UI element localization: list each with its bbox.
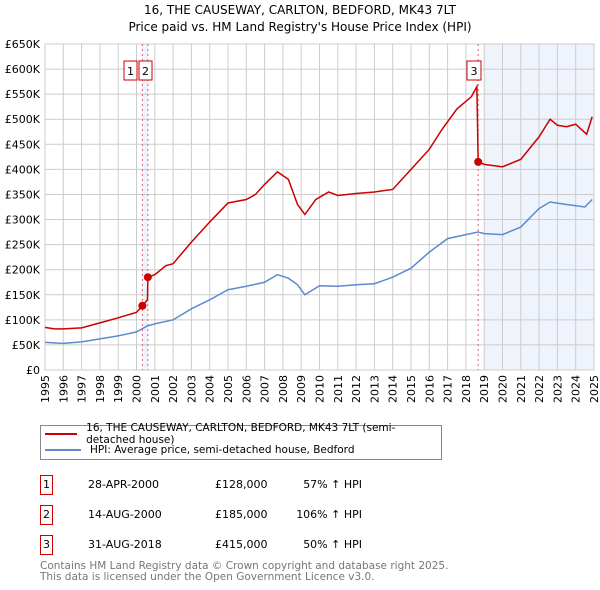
y-tick-label: £500K <box>5 113 41 126</box>
chart-title: 16, THE CAUSEWAY, CARLTON, BEDFORD, MK43… <box>144 3 457 17</box>
sale-point <box>138 301 147 310</box>
x-tick-label: 2011 <box>332 375 345 403</box>
sale-label-box <box>466 60 482 81</box>
x-tick-label: 2005 <box>222 375 235 403</box>
footer-line: This data is licensed under the Open Gov… <box>40 571 375 583</box>
y-tick-label: £0 <box>26 364 40 377</box>
legend-label: 16, THE CAUSEWAY, CARLTON, BEDFORD, MK43… <box>86 422 396 446</box>
sale-row: 3 31-AUG-2018 £415,000 50% ↑ HPI <box>40 535 440 555</box>
sale-price: £415,000 <box>215 538 268 551</box>
sale-date: 31-AUG-2018 <box>88 538 162 551</box>
sale-row: 2 14-AUG-2000 £185,000 106% ↑ HPI <box>40 505 440 525</box>
sale-number: 3 <box>40 535 53 555</box>
x-tick-label: 2013 <box>368 375 381 403</box>
y-tick-label: £50K <box>12 339 41 352</box>
sale-label: 1 <box>127 65 134 78</box>
x-tick-label: 1997 <box>76 375 89 403</box>
sale-label-box <box>123 60 138 81</box>
x-tick-label: 2009 <box>295 375 308 403</box>
x-tick-label: 2008 <box>277 375 290 403</box>
x-tick-label: 2015 <box>405 375 418 403</box>
x-tick-label: 1995 <box>39 375 52 403</box>
legend-item-property: 16, THE CAUSEWAY, CARLTON, BEDFORD, MK43… <box>41 422 441 446</box>
blue-line-swatch <box>45 449 81 451</box>
y-tick-label: £400K <box>5 163 41 176</box>
y-tick-label: £550K <box>5 88 41 101</box>
sale-hpi-change: 57% ↑ HPI <box>303 478 362 491</box>
x-tick-label: 2016 <box>423 375 436 403</box>
y-tick-label: £650K <box>5 38 41 51</box>
y-tick-label: £450K <box>5 138 41 151</box>
x-tick-label: 2017 <box>442 375 455 403</box>
hpi-line <box>44 198 593 345</box>
sale-point <box>474 157 483 166</box>
x-tick-label: 2023 <box>551 375 564 403</box>
sale-date: 28-APR-2000 <box>88 478 160 491</box>
sale-shading <box>142 44 148 370</box>
x-tick-label: 2004 <box>204 375 217 403</box>
legend-item-hpi: HPI: Average price, semi-detached house,… <box>41 442 441 458</box>
x-tick-label: 2020 <box>497 375 510 403</box>
x-tick-label: 2024 <box>570 375 583 403</box>
chart-svg: 16, THE CAUSEWAY, CARLTON, BEDFORD, MK43… <box>5 3 600 403</box>
sale-date: 14-AUG-2000 <box>88 508 162 521</box>
legend-label: HPI: Average price, semi-detached house,… <box>90 444 355 456</box>
sale-row: 1 28-APR-2000 £128,000 57% ↑ HPI <box>40 475 440 495</box>
x-tick-label: 2021 <box>515 375 528 403</box>
sale-label-box <box>138 60 153 81</box>
sale-label: 2 <box>142 65 149 78</box>
y-tick-label: £150K <box>5 289 41 302</box>
x-tick-label: 2010 <box>314 375 327 403</box>
legend: 16, THE CAUSEWAY, CARLTON, BEDFORD, MK43… <box>40 422 442 460</box>
y-tick-label: £350K <box>5 188 41 201</box>
sale-hpi-change: 106% ↑ HPI <box>296 508 362 521</box>
x-tick-label: 2014 <box>387 375 400 403</box>
x-tick-label: 2002 <box>167 375 180 403</box>
sale-number: 2 <box>40 505 53 525</box>
x-tick-label: 2012 <box>350 375 363 403</box>
x-tick-label: 2003 <box>185 375 198 403</box>
plot-frame <box>44 43 595 371</box>
chart-subtitle: Price paid vs. HM Land Registry's House … <box>128 20 471 34</box>
x-tick-label: 1998 <box>94 375 107 403</box>
sale-label: 3 <box>471 65 478 78</box>
y-tick-label: £200K <box>5 264 41 277</box>
x-tick-label: 2006 <box>240 375 253 403</box>
x-tick-label: 2022 <box>533 375 546 403</box>
y-tick-label: £600K <box>5 63 41 76</box>
x-tick-label: 2025 <box>588 375 600 403</box>
y-tick-label: £300K <box>5 214 41 227</box>
x-tick-label: 2018 <box>460 375 473 403</box>
sale-number: 1 <box>40 475 53 495</box>
sale-price: £128,000 <box>215 478 268 491</box>
sale-price: £185,000 <box>215 508 268 521</box>
x-tick-label: 2007 <box>259 375 272 403</box>
x-tick-label: 1996 <box>57 375 70 403</box>
footer-line: Contains HM Land Registry data © Crown c… <box>40 560 449 572</box>
red-line-swatch <box>45 433 78 435</box>
sale-hpi-change: 50% ↑ HPI <box>303 538 362 551</box>
sale-point <box>143 273 152 282</box>
x-tick-label: 2019 <box>478 375 491 403</box>
x-tick-label: 1999 <box>112 375 125 403</box>
x-tick-label: 2001 <box>149 375 162 403</box>
footer: Contains HM Land Registry data © Crown c… <box>40 561 448 583</box>
x-tick-label: 2000 <box>131 375 144 403</box>
y-tick-label: £100K <box>5 314 41 327</box>
y-tick-label: £250K <box>5 239 41 252</box>
